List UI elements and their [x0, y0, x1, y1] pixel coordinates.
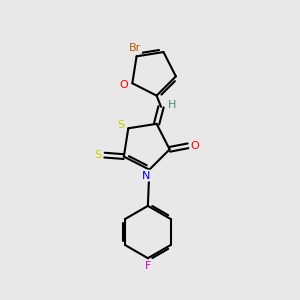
Text: O: O — [190, 141, 199, 151]
Text: N: N — [142, 171, 151, 181]
Text: H: H — [168, 100, 176, 110]
Text: Br: Br — [129, 43, 141, 53]
Text: O: O — [120, 80, 128, 90]
Text: S: S — [94, 150, 101, 160]
Text: F: F — [145, 261, 151, 271]
Text: S: S — [117, 120, 124, 130]
